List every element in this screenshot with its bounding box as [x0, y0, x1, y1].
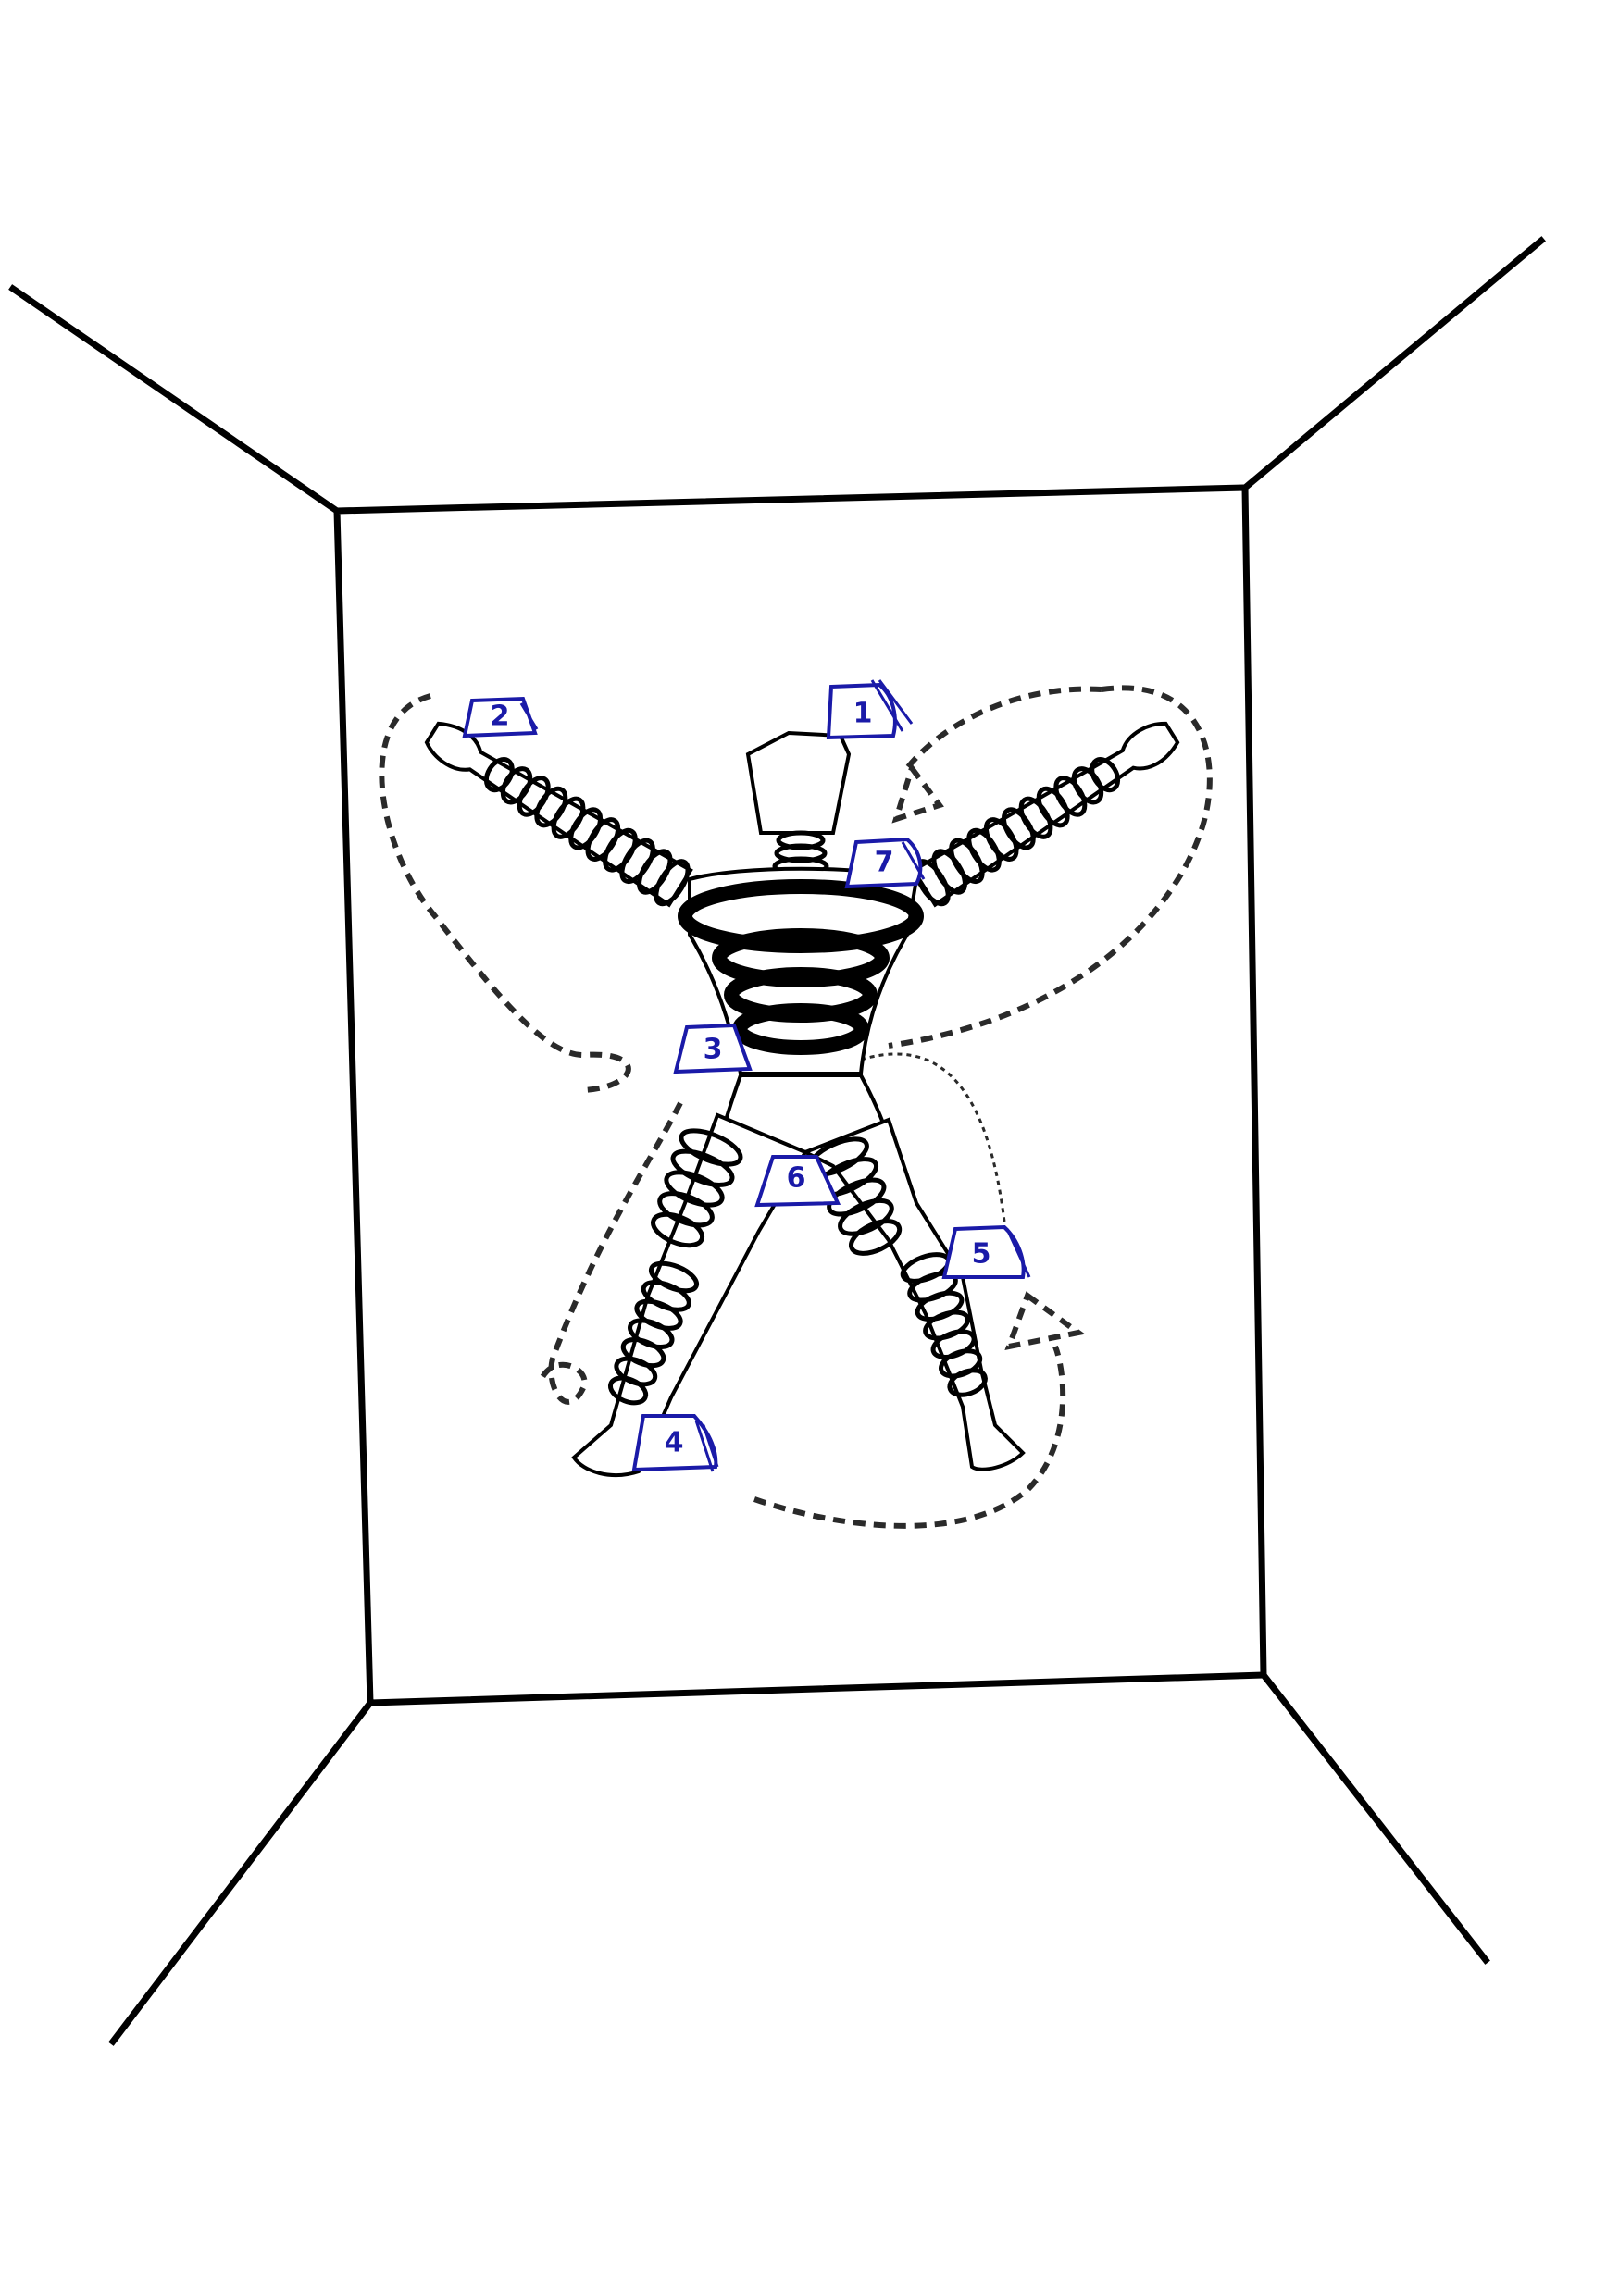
- figure-left-leg: [571, 1112, 808, 1478]
- arrow-right-arm: [891, 762, 944, 824]
- label-1-text: 1: [853, 698, 873, 730]
- label-4-text: 4: [665, 1427, 684, 1459]
- label-3-text: 3: [704, 1034, 723, 1066]
- label-7-text: 7: [875, 847, 894, 879]
- wall-edge-top-right: [1240, 236, 1546, 492]
- label-2-text: 2: [491, 701, 510, 733]
- label-7: 7: [844, 837, 926, 889]
- figure-right-arm: [911, 721, 1180, 908]
- room-walls: [8, 236, 1546, 2046]
- motion-path-right-leg: [753, 1345, 1066, 1529]
- figure-head: [745, 730, 852, 835]
- label-6-text: 6: [787, 1162, 806, 1195]
- wall-edge-bottom-right: [1259, 1670, 1490, 1965]
- motion-path-right-arm: [888, 685, 1213, 1049]
- figure-right-leg: [801, 1117, 1026, 1471]
- label-5: 5: [941, 1224, 1031, 1279]
- wall-edge-bottom-left: [108, 1698, 375, 2046]
- motion-path-left-arm: [379, 693, 631, 1093]
- label-4: 4: [631, 1414, 719, 1472]
- label-1: 1: [826, 679, 914, 740]
- label-5-text: 5: [972, 1238, 991, 1271]
- figure-left-arm: [424, 721, 693, 908]
- wall-edge-top-left: [8, 284, 342, 515]
- arrow-right-leg: [1004, 1291, 1086, 1350]
- labels: 1 2 3 4 5 6 7: [462, 679, 1031, 1472]
- figure-torso-rings: [678, 879, 924, 1055]
- label-6: 6: [754, 1155, 841, 1208]
- label-3: 3: [673, 1023, 753, 1074]
- motion-path-hip: [860, 1052, 1006, 1222]
- motion-path-left-leg: [539, 1101, 683, 1405]
- label-2: 2: [462, 696, 539, 738]
- motion-path-right-arm-return: [904, 686, 1102, 770]
- figure: [424, 721, 1180, 1478]
